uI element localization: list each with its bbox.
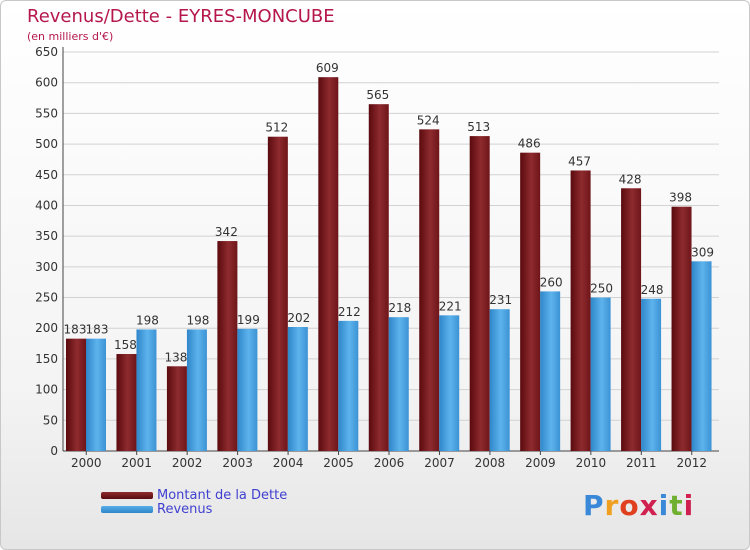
debt-bar [671, 206, 692, 451]
revenue-value-label: 231 [489, 293, 512, 307]
logo-letter: o [619, 489, 640, 522]
revenue-bar [439, 315, 460, 451]
x-tick-label: 2010 [576, 456, 607, 470]
y-tick-label: 650 [35, 45, 58, 59]
logo-letter: r [604, 489, 620, 522]
revenue-value-label: 309 [691, 245, 714, 259]
revenue-value-label: 199 [237, 313, 260, 327]
debt-bar [217, 241, 238, 451]
x-tick-label: 2000 [71, 456, 102, 470]
revenue-bar [691, 261, 712, 451]
revenue-bar [186, 329, 207, 451]
revenue-bar [237, 328, 258, 451]
revenue-value-label: 221 [439, 299, 462, 313]
x-tick-label: 2004 [273, 456, 304, 470]
legend-item-debt[interactable]: Montant de la Dette [101, 487, 288, 503]
revenue-bar [489, 309, 510, 451]
debt-value-label: 512 [265, 121, 288, 135]
debt-bar [520, 152, 541, 451]
revenue-bar [590, 297, 611, 451]
chart-legend: Montant de la Dette Revenus [101, 487, 288, 517]
x-tick-label: 2002 [172, 456, 203, 470]
y-tick-label: 250 [35, 291, 58, 305]
debt-bar [419, 129, 440, 452]
debt-bar [267, 136, 288, 452]
x-tick-label: 2005 [323, 456, 354, 470]
debt-value-label: 428 [619, 172, 642, 186]
revenue-bar [287, 327, 308, 451]
debt-value-label: 513 [467, 120, 490, 134]
debt-value-label: 183 [64, 323, 87, 337]
chart-title: Revenus/Dette - EYRES-MONCUBE [27, 6, 335, 27]
y-tick-label: 550 [35, 106, 58, 120]
y-tick-label: 450 [35, 168, 58, 182]
debt-value-label: 138 [164, 350, 187, 364]
y-tick-label: 600 [35, 76, 58, 90]
revenue-value-label: 260 [540, 275, 563, 289]
y-tick-label: 0 [50, 444, 58, 458]
logo-letter: P [583, 489, 605, 522]
debt-bar [318, 77, 339, 451]
revenue-bar [136, 329, 157, 451]
logo-letter: i [658, 489, 670, 522]
legend-swatch-revenue [101, 505, 153, 513]
y-tick-label: 400 [35, 198, 58, 212]
y-tick-label: 350 [35, 229, 58, 243]
y-tick-label: 500 [35, 137, 58, 151]
y-tick-label: 50 [43, 413, 58, 427]
revenue-value-label: 248 [641, 283, 664, 297]
chart-subtitle: (en milliers d'€) [27, 30, 114, 43]
x-tick-label: 2001 [121, 456, 152, 470]
debt-bar [621, 188, 642, 451]
revenue-value-label: 202 [287, 311, 310, 325]
x-tick-label: 2003 [222, 456, 253, 470]
debt-value-label: 486 [518, 137, 541, 151]
revenue-bar [388, 317, 409, 451]
debt-value-label: 398 [669, 191, 692, 205]
revenue-bar [338, 320, 359, 451]
x-tick-label: 2012 [676, 456, 707, 470]
debt-value-label: 609 [316, 61, 339, 75]
y-tick-label: 200 [35, 321, 58, 335]
debt-bar [166, 366, 187, 451]
revenue-value-label: 212 [338, 305, 361, 319]
legend-item-revenue[interactable]: Revenus [101, 501, 287, 517]
debt-bar [116, 354, 137, 451]
revenue-value-label: 183 [86, 323, 109, 337]
revenue-bar [86, 338, 106, 451]
x-tick-label: 2008 [475, 456, 506, 470]
revenue-value-label: 198 [186, 313, 209, 327]
x-tick-label: 2006 [374, 456, 405, 470]
logo-letter: x [639, 489, 659, 522]
debt-value-label: 565 [366, 88, 389, 102]
revenue-bar [540, 291, 561, 451]
legend-label-debt: Montant de la Dette [157, 487, 288, 503]
proxiti-logo: Proxiti [583, 489, 694, 522]
y-tick-label: 100 [35, 383, 58, 397]
debt-bar [368, 104, 389, 451]
debt-bar [570, 170, 591, 452]
logo-letter: t [669, 489, 684, 522]
debt-bar [469, 136, 490, 451]
legend-label-revenue: Revenus [157, 501, 213, 517]
y-tick-label: 150 [35, 352, 58, 366]
debt-bar [66, 338, 86, 451]
x-tick-label: 2009 [525, 456, 556, 470]
debt-value-label: 342 [215, 225, 238, 239]
legend-swatch-debt [101, 491, 153, 499]
debt-value-label: 158 [114, 338, 137, 352]
debt-value-label: 457 [568, 154, 591, 168]
x-tick-label: 2011 [626, 456, 657, 470]
revenue-value-label: 218 [388, 301, 411, 315]
debt-value-label: 524 [417, 113, 440, 127]
revenue-value-label: 250 [590, 282, 613, 296]
revenue-bar [641, 298, 662, 451]
revenue-value-label: 198 [136, 313, 159, 327]
logo-letter: i [683, 489, 695, 522]
x-tick-label: 2007 [424, 456, 455, 470]
y-tick-label: 300 [35, 260, 58, 274]
